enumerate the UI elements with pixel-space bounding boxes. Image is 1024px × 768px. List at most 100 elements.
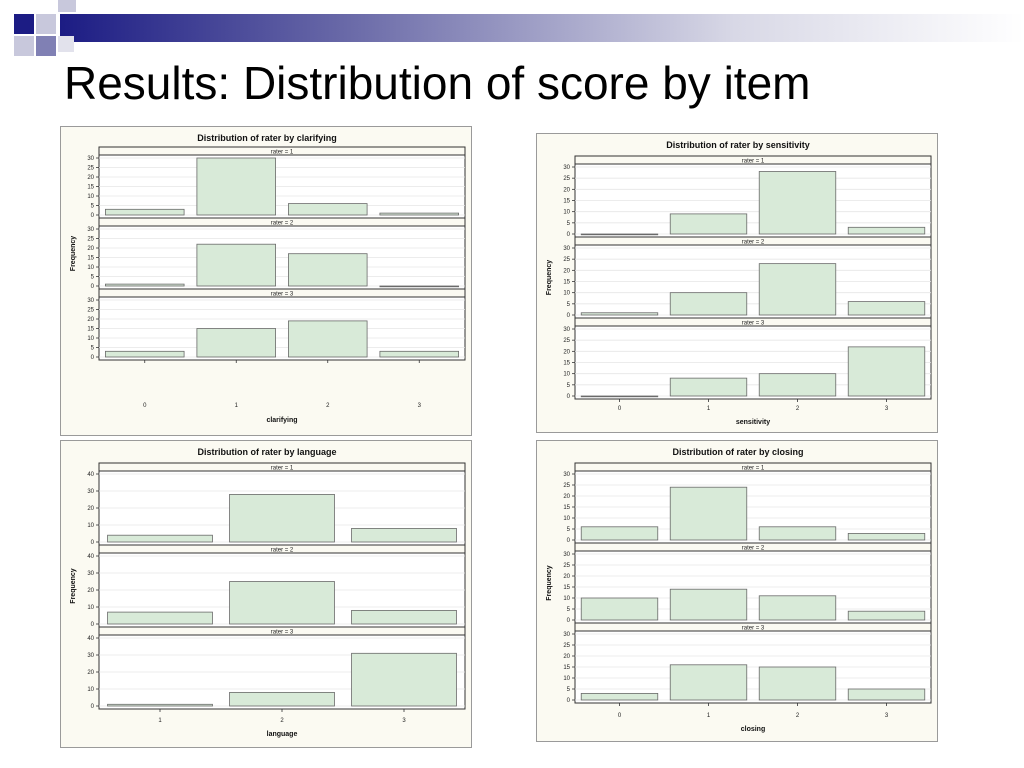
y-tick-label: 15 [563,280,570,286]
bar [669,213,748,235]
deco-square [36,36,56,56]
chart-title: Distribution of rater by closing [672,447,803,457]
bar [288,320,368,358]
chart-title: Distribution of rater by sensitivity [666,140,810,150]
y-tick-label: 0 [91,355,95,361]
chart-title: Distribution of rater by clarifying [197,133,337,143]
panel-strip-label: rater = 3 [742,321,765,327]
bar [847,226,926,235]
y-tick-label: 0 [567,538,571,544]
y-tick-label: 10 [87,605,94,611]
bar [847,688,926,701]
panel-strip-label: rater = 1 [742,466,765,472]
bar [379,350,459,358]
bar [196,157,276,216]
y-tick-label: 30 [87,489,94,495]
x-axis-label: sensitivity [736,419,770,426]
y-tick-label: 30 [563,552,570,558]
deco-square [58,36,74,52]
y-tick-label: 5 [567,607,571,613]
slide-title: Results: Distribution of score by item [64,57,811,109]
y-tick-label: 25 [87,308,94,314]
panel-strip-label: rater = 3 [271,630,294,636]
y-tick-label: 5 [91,204,95,210]
deco-square [58,0,76,12]
x-axis-label: closing [741,726,766,733]
bar [580,692,659,701]
y-tick-label: 0 [91,704,95,710]
x-tick-label: 2 [796,406,800,412]
x-tick-label: 1 [707,406,711,412]
y-tick-label: 40 [87,472,94,478]
y-tick-label: 30 [87,298,94,304]
bar [580,526,659,541]
panel-strip-label: rater = 2 [742,240,765,246]
y-tick-label: 30 [87,156,94,162]
y-tick-label: 25 [563,338,570,344]
panel-strip-label: rater = 3 [742,626,765,632]
y-tick-label: 20 [87,175,94,181]
x-axis-label: language [267,731,298,738]
bar [288,253,368,287]
y-tick-label: 10 [563,516,570,522]
bar [669,292,748,316]
bar [669,377,748,397]
x-tick-label: 1 [235,403,239,409]
y-tick-label: 20 [563,349,570,355]
panel-strip-label: rater = 1 [271,466,294,472]
y-tick-label: 25 [563,257,570,263]
x-tick-label: 0 [618,713,622,719]
x-tick-label: 1 [158,718,162,724]
bar [229,494,335,543]
bar [580,395,659,398]
panel-strip-label: rater = 1 [271,150,294,156]
chart-panel-language: Distribution of rater by language rater =… [60,440,472,748]
y-tick-label: 10 [563,291,570,297]
y-tick-label: 0 [567,232,571,238]
deco-square [36,14,56,34]
y-tick-label: 20 [87,246,94,252]
y-tick-label: 0 [567,313,571,319]
y-tick-label: 25 [87,237,94,243]
y-tick-label: 15 [87,327,94,333]
header-decoration [0,0,1024,62]
bar [105,350,185,358]
chart-panel-closing: Distribution of rater by closing rater = … [536,440,938,742]
y-tick-label: 40 [87,636,94,642]
bar [847,610,926,621]
y-tick-label: 20 [87,317,94,323]
bar [847,533,926,541]
bar [758,595,837,621]
y-tick-label: 20 [87,670,94,676]
deco-square [14,36,34,56]
y-tick-label: 0 [567,698,571,704]
y-tick-label: 10 [563,372,570,378]
y-tick-label: 20 [563,654,570,660]
x-tick-label: 2 [326,403,330,409]
y-tick-label: 10 [563,676,570,682]
x-tick-label: 2 [796,713,800,719]
bar [758,666,837,701]
chart-panel-sensitivity: Distribution of rater by sensitivity rate… [536,133,938,433]
y-tick-label: 10 [87,194,94,200]
y-tick-label: 30 [563,472,570,478]
y-tick-label: 20 [563,494,570,500]
y-tick-label: 5 [567,687,571,693]
bar [229,581,335,625]
y-tick-label: 10 [87,687,94,693]
y-tick-label: 10 [563,596,570,602]
y-tick-label: 10 [87,336,94,342]
y-tick-label: 15 [87,256,94,262]
y-tick-label: 20 [563,268,570,274]
x-tick-label: 3 [402,718,406,724]
chart-title: Distribution of rater by language [197,447,336,457]
bar [580,597,659,621]
bar [669,588,748,621]
y-tick-label: 5 [567,383,571,389]
x-tick-label: 1 [707,713,711,719]
bar [105,283,185,287]
y-tick-label: 5 [567,302,571,308]
panel-strip-label: rater = 2 [742,546,765,552]
y-tick-label: 25 [563,176,570,182]
y-tick-label: 30 [87,227,94,233]
